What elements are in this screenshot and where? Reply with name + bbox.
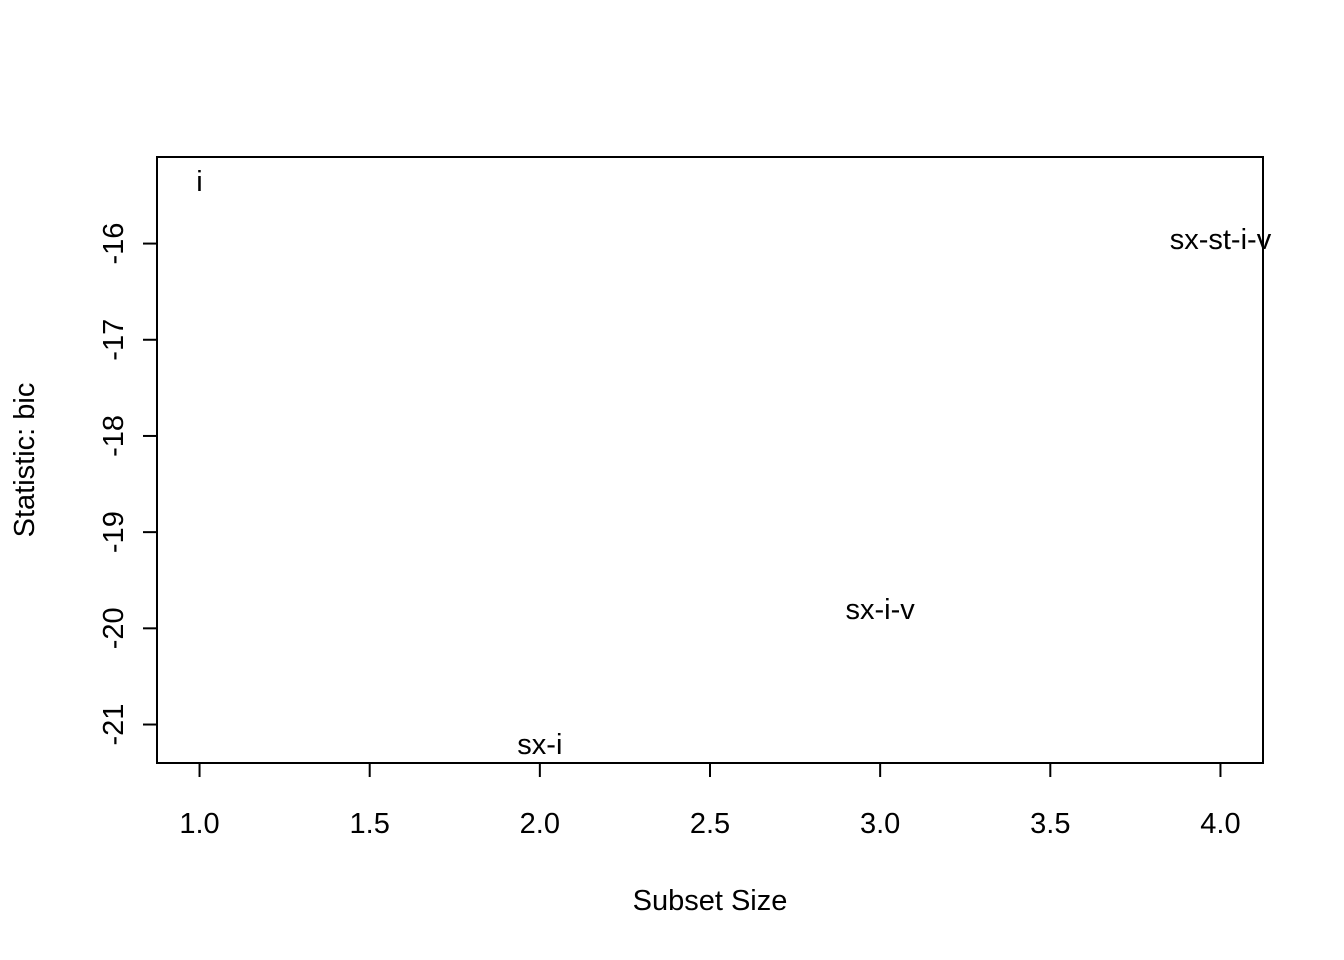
y-axis-ticks: -16 -17 -18 -19 -20 -21 [98, 223, 157, 746]
x-tick-label: 4.0 [1200, 808, 1240, 840]
y-tick-label: -16 [98, 223, 130, 265]
x-tick-label: 2.5 [690, 808, 730, 840]
x-tick-label: 1.0 [179, 808, 219, 840]
y-tick-label: -18 [98, 415, 130, 457]
x-axis-title: Subset Size [633, 885, 788, 917]
x-tick-label: 1.5 [350, 808, 390, 840]
x-axis-ticks: 1.0 1.5 2.0 2.5 3.0 3.5 4.0 [179, 763, 1241, 840]
point-label: sx-i [517, 729, 562, 761]
point-label: sx-st-i-v [1170, 224, 1272, 256]
x-tick-label: 2.0 [520, 808, 560, 840]
y-tick-label: -19 [98, 511, 130, 553]
plot-frame [156, 156, 1264, 764]
y-tick-label: -17 [98, 319, 130, 361]
y-axis-title: Statistic: bic [9, 383, 41, 538]
y-tick-label: -21 [98, 704, 130, 746]
y-tick-label: -20 [98, 607, 130, 649]
point-label: i [196, 166, 202, 198]
x-tick-label: 3.0 [860, 808, 900, 840]
data-points: i sx-i sx-i-v sx-st-i-v [196, 166, 1271, 761]
x-tick-label: 3.5 [1030, 808, 1070, 840]
point-label: sx-i-v [846, 594, 916, 626]
